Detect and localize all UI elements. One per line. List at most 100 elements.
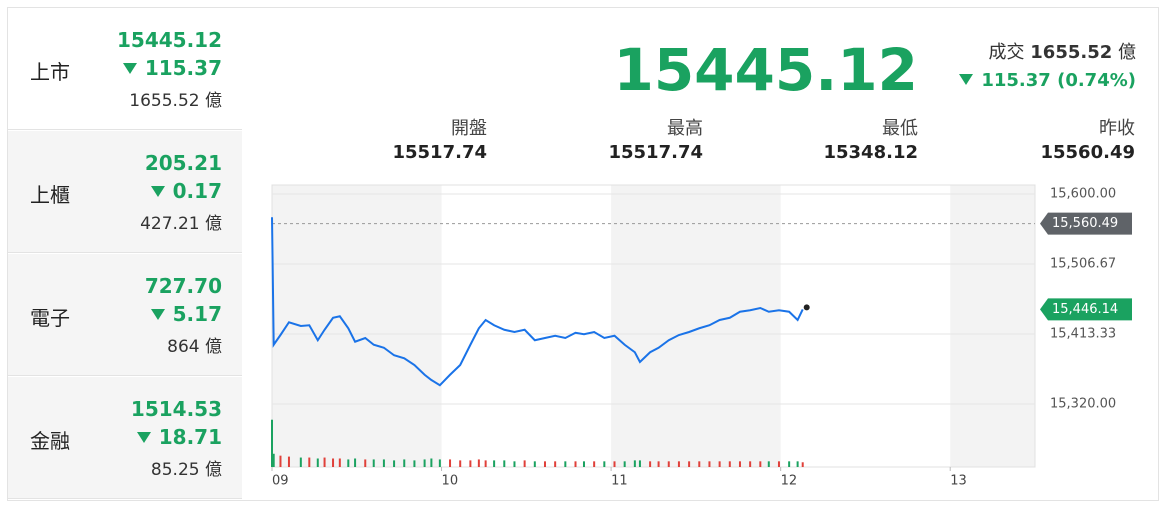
volume-bar (513, 461, 516, 467)
market-tab[interactable]: 金融 1514.53 18.71 85.25 億 (8, 377, 242, 499)
stat-label: 昨收 (1099, 118, 1135, 139)
volume-bar (523, 460, 526, 467)
volume-bar (403, 459, 406, 467)
market-change: 18.71 (136, 425, 222, 449)
volume-bar (449, 459, 452, 467)
market-change-value: 5.17 (172, 302, 222, 326)
volume-bar (323, 457, 326, 467)
last-tag (1040, 298, 1132, 321)
market-volume: 864 億 (167, 332, 222, 357)
stat-value: 15348.12 (823, 142, 918, 163)
stat-value: 15517.74 (608, 142, 703, 163)
down-arrow (959, 74, 974, 85)
market-name: 電子 (30, 306, 70, 330)
volume-bar (316, 458, 319, 467)
volume-bar (459, 460, 462, 467)
volume-bar (638, 460, 641, 467)
change-pct: (0.74%) (1057, 70, 1136, 91)
volume-bar (649, 461, 652, 467)
market-volume-unit: 億 (205, 91, 222, 111)
volume-bar (613, 461, 616, 467)
volume-bar (796, 461, 799, 467)
stat-label: 最高 (667, 118, 703, 139)
last-label: 15,446.14 (1052, 302, 1118, 317)
volume-bar (308, 457, 311, 467)
market-volume-unit: 億 (205, 460, 222, 480)
volume-bar (767, 461, 770, 467)
volume-bar (393, 460, 396, 467)
volume-bar (777, 461, 780, 467)
volume-bar (533, 461, 536, 467)
hour-band (611, 185, 781, 467)
market-change: 5.17 (150, 302, 222, 326)
volume-unit: 億 (1118, 42, 1136, 63)
volume-bar (543, 461, 546, 467)
market-change-value: 18.71 (158, 425, 222, 449)
volume-bar (287, 456, 290, 467)
market-name: 金融 (30, 429, 70, 453)
volume-bar (623, 461, 626, 467)
price-line (271, 217, 804, 387)
volume-line: 成交 1655.52 億 (989, 38, 1136, 64)
hour-band (950, 185, 1035, 467)
volume-bar (271, 419, 273, 467)
volume-bar (593, 461, 596, 467)
plot-frame (271, 184, 1036, 468)
volume-bar (493, 460, 496, 467)
market-price: 205.21 (144, 151, 222, 175)
hour-band (272, 185, 442, 467)
market-price: 1514.53 (130, 397, 222, 421)
x-tick-label: 12 (781, 474, 798, 489)
volume-bar (718, 461, 721, 467)
volume-bar (272, 453, 275, 467)
x-tick-label: 09 (272, 474, 289, 489)
stat-label: 開盤 (451, 118, 487, 139)
market-change: 0.17 (150, 179, 222, 203)
market-volume-value: 1655.52 (129, 91, 200, 111)
market-volume: 427.21 億 (140, 209, 222, 234)
frame (7, 7, 1159, 501)
stat-label: 最低 (882, 118, 918, 139)
x-tick-label: 13 (950, 474, 967, 489)
volume-bar (688, 461, 691, 467)
market-change: 115.37 (122, 56, 222, 80)
market-tab[interactable]: 上櫃 205.21 0.17 427.21 億 (8, 131, 242, 253)
market-price: 15445.12 (116, 28, 222, 52)
volume-bar (413, 460, 416, 467)
y-tick-label: 15,320.00 (1050, 397, 1116, 412)
volume-bar (574, 461, 577, 467)
volume-bar (484, 460, 487, 467)
stat-value: 15517.74 (392, 142, 487, 163)
last-dot (803, 304, 810, 311)
market-tab[interactable]: 上市 15445.12 115.37 1655.52 億 (8, 8, 242, 130)
volume-bar (657, 461, 660, 467)
reference-label: 15,560.49 (1052, 216, 1118, 231)
volume-bar (279, 455, 282, 467)
volume-bar (438, 459, 441, 467)
volume-bar (364, 459, 367, 467)
volume-bar (469, 460, 472, 467)
volume-bar (667, 461, 670, 467)
change-line: 115.37 (0.74%) (959, 70, 1136, 91)
volume-bar (477, 459, 480, 467)
market-volume: 85.25 億 (151, 455, 222, 480)
down-arrow (122, 63, 137, 74)
volume-bar (564, 461, 567, 467)
volume-bar (603, 461, 606, 467)
volume-bar (698, 461, 701, 467)
y-tick-label: 15,413.33 (1050, 327, 1116, 342)
market-volume-value: 864 (167, 337, 200, 357)
volume-bar (633, 460, 636, 467)
x-tick-label: 10 (442, 474, 459, 489)
x-tick-label: 11 (611, 474, 628, 489)
market-tab[interactable]: 電子 727.70 5.17 864 億 (8, 254, 242, 376)
change-value: 115.37 (981, 70, 1051, 91)
market-name: 上市 (30, 60, 70, 84)
reference-tag (1040, 212, 1132, 235)
volume-bar (677, 461, 680, 467)
down-arrow (150, 186, 165, 197)
down-arrow (150, 309, 165, 320)
big-price: 15445.12 (613, 36, 918, 104)
volume-bar (382, 459, 385, 467)
